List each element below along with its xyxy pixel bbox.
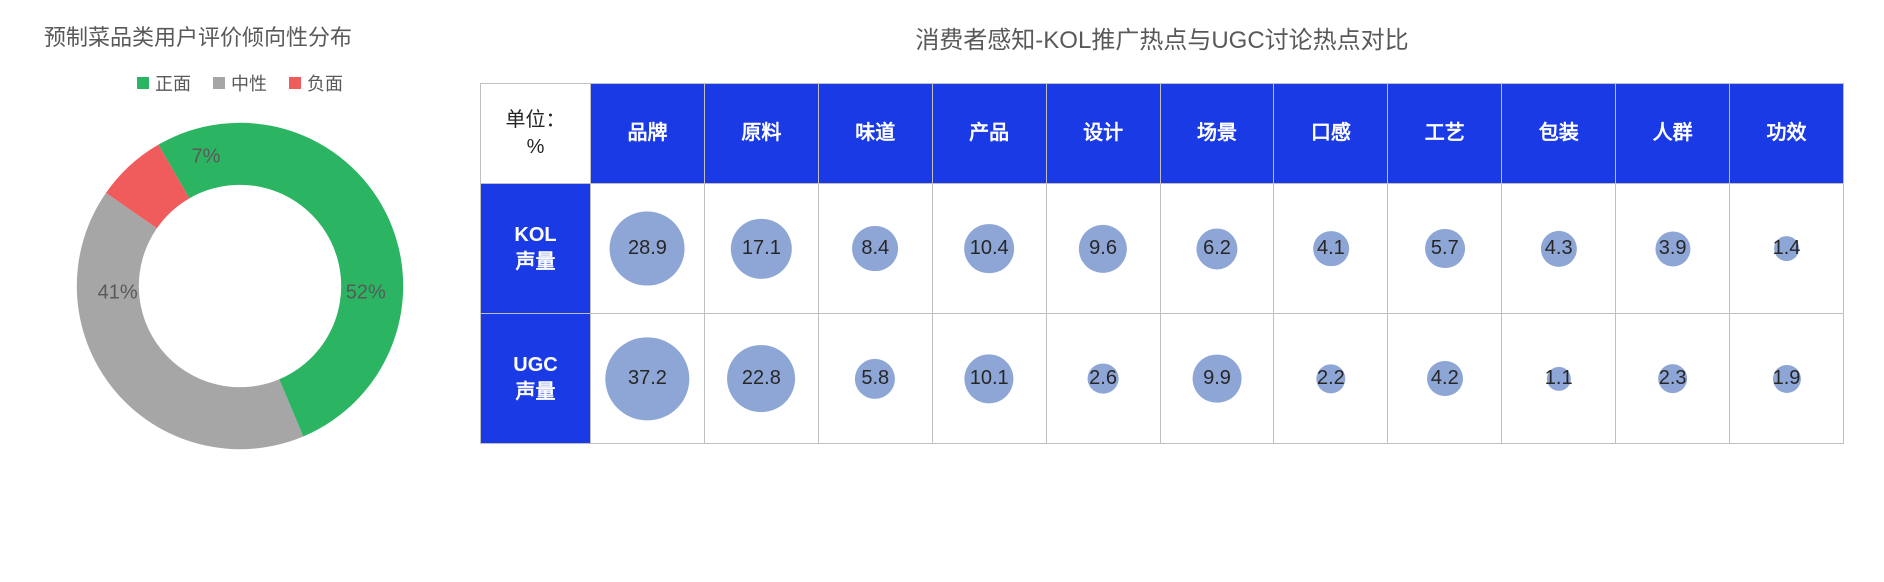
legend-item: 中性 (213, 70, 267, 96)
bubble-cell: 3.9 (1616, 184, 1730, 314)
donut-panel: 预制菜品类用户评价倾向性分布 正面 中性 负面 52% 41% 7% (40, 20, 440, 552)
bubble-value: 28.9 (628, 237, 667, 260)
donut-title: 预制菜品类用户评价倾向性分布 (44, 20, 352, 52)
bubble-value: 10.4 (970, 237, 1009, 260)
bubble-cell: 9.9 (1160, 314, 1274, 444)
bubble-value: 10.1 (970, 367, 1009, 390)
donut-legend: 正面 中性 负面 (137, 70, 343, 96)
column-header: 品牌 (591, 84, 705, 184)
bubble-cell: 5.7 (1388, 184, 1502, 314)
bubble-value: 4.2 (1431, 367, 1459, 390)
column-header: 口感 (1274, 84, 1388, 184)
bubble-value: 37.2 (628, 367, 667, 390)
bubble-value: 17.1 (742, 237, 781, 260)
bubble-value: 3.9 (1659, 237, 1687, 260)
bubble-value: 5.8 (861, 367, 889, 390)
bubble-cell: 5.8 (818, 314, 932, 444)
donut-slice (77, 193, 303, 449)
legend-item: 负面 (289, 70, 343, 96)
row-header: UGC声量 (481, 314, 591, 444)
bubble-cell: 2.2 (1274, 314, 1388, 444)
bubble-value: 8.4 (861, 237, 889, 260)
bubble-cell: 22.8 (704, 314, 818, 444)
legend-label: 负面 (307, 70, 343, 96)
donut-slice-label: 41% (98, 281, 138, 304)
donut-slice-label: 52% (346, 281, 386, 304)
bubble-cell: 10.1 (932, 314, 1046, 444)
bubble-value: 2.6 (1089, 367, 1117, 390)
bubble-cell: 4.1 (1274, 184, 1388, 314)
column-header: 产品 (932, 84, 1046, 184)
bubble-cell: 9.6 (1046, 184, 1160, 314)
bubble-cell: 37.2 (591, 314, 705, 444)
bubble-cell: 4.3 (1502, 184, 1616, 314)
bubble-cell: 2.6 (1046, 314, 1160, 444)
donut-chart: 52% 41% 7% (70, 116, 410, 456)
bubble-value: 4.3 (1545, 237, 1573, 260)
bubble-cell: 2.3 (1616, 314, 1730, 444)
column-header: 人群 (1616, 84, 1730, 184)
column-header: 功效 (1730, 84, 1844, 184)
bubble-cell: 10.4 (932, 184, 1046, 314)
bubble-table-panel: 消费者感知-KOL推广热点与UGC讨论热点对比 单位：%品牌原料味道产品设计场景… (440, 20, 1844, 552)
bubble-value: 22.8 (742, 367, 781, 390)
bubble-value: 2.2 (1317, 367, 1345, 390)
bubble-value: 9.6 (1089, 237, 1117, 260)
legend-label: 正面 (155, 70, 191, 96)
row-header: KOL声量 (481, 184, 591, 314)
bubble-cell: 4.2 (1388, 314, 1502, 444)
column-header: 包装 (1502, 84, 1616, 184)
bubble-value: 1.9 (1773, 367, 1801, 390)
bubble-cell: 1.1 (1502, 314, 1616, 444)
bubble-value: 5.7 (1431, 237, 1459, 260)
bubble-value: 1.4 (1773, 237, 1801, 260)
column-header: 设计 (1046, 84, 1160, 184)
legend-item: 正面 (137, 70, 191, 96)
column-header: 原料 (704, 84, 818, 184)
bubble-cell: 6.2 (1160, 184, 1274, 314)
bubble-cell: 1.4 (1730, 184, 1844, 314)
column-header: 工艺 (1388, 84, 1502, 184)
column-header: 味道 (818, 84, 932, 184)
table-row: KOL声量 28.9 17.1 8.4 10.4 9.6 6.2 4.1 5.7 4.3 3.9 1.… (481, 184, 1844, 314)
legend-swatch (213, 77, 225, 89)
legend-label: 中性 (231, 70, 267, 96)
legend-swatch (289, 77, 301, 89)
bubble-value: 2.3 (1659, 367, 1687, 390)
table-row: UGC声量 37.2 22.8 5.8 10.1 2.6 9.9 2.2 4.2 1.1 2.3 1.… (481, 314, 1844, 444)
table-corner-cell: 单位：% (481, 84, 591, 184)
bubble-table-header-row: 单位：%品牌原料味道产品设计场景口感工艺包装人群功效 (481, 84, 1844, 184)
bubble-cell: 17.1 (704, 184, 818, 314)
bubble-cell: 1.9 (1730, 314, 1844, 444)
bubble-cell: 28.9 (591, 184, 705, 314)
bubble-cell: 8.4 (818, 184, 932, 314)
bubble-value: 9.9 (1203, 367, 1231, 390)
bubble-table-body: KOL声量 28.9 17.1 8.4 10.4 9.6 6.2 4.1 5.7 4.3 3.9 1.… (481, 184, 1844, 444)
bubble-table: 单位：%品牌原料味道产品设计场景口感工艺包装人群功效 KOL声量 28.9 17.1… (480, 83, 1844, 444)
bubble-value: 1.1 (1545, 367, 1573, 390)
bubble-value: 4.1 (1317, 237, 1345, 260)
column-header: 场景 (1160, 84, 1274, 184)
bubble-table-title: 消费者感知-KOL推广热点与UGC讨论热点对比 (480, 20, 1844, 55)
bubble-value: 6.2 (1203, 237, 1231, 260)
donut-slice-label: 7% (192, 145, 221, 168)
legend-swatch (137, 77, 149, 89)
